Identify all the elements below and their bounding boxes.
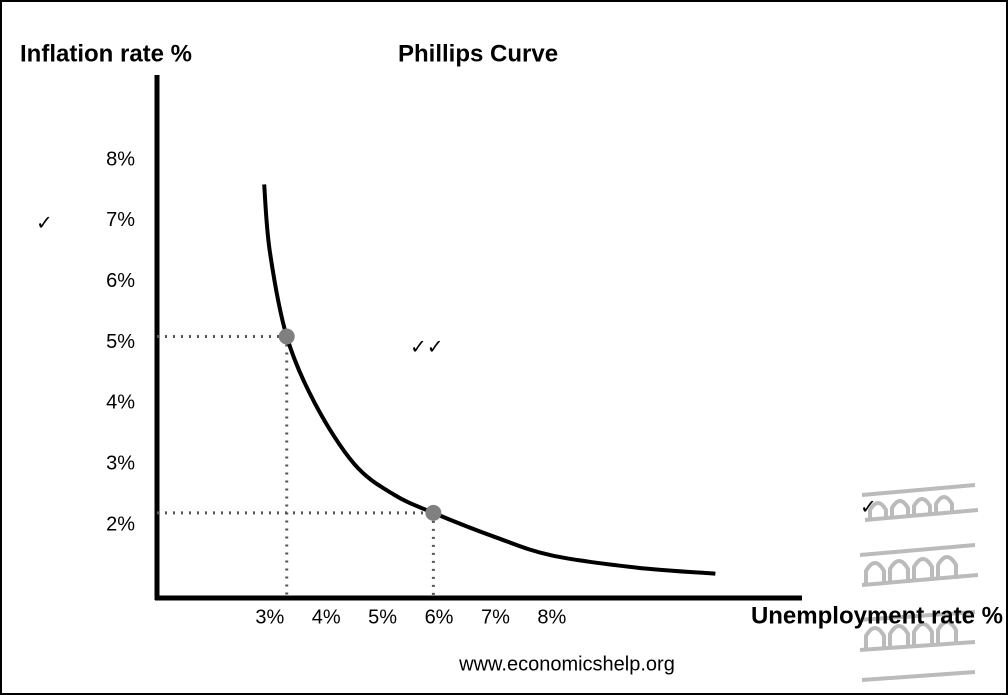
chart-title: Phillips Curve [398,40,558,67]
annotation: ✓ [36,212,53,234]
point [279,329,295,345]
source: www.economicshelp.org [458,653,675,675]
annotation: ✓ [860,496,877,518]
y-axis-label: Inflation rate % [20,40,192,67]
y-tick-label: 4% [106,392,135,414]
x-tick-label: 5% [368,606,397,628]
y-tick-label: 7% [106,209,135,231]
x-tick-label: 8% [537,606,566,628]
y-tick-label: 2% [106,513,135,535]
y-tick-label: 8% [106,148,135,170]
frame [1,1,1007,694]
annotation: ✓✓ [410,336,444,358]
y-tick-label: 6% [106,270,135,292]
x-axis-label: Unemployment rate % [751,602,1003,629]
y-tick-label: 3% [106,452,135,474]
chart: Inflation rate % Phillips Curve Unemploy… [0,0,1008,695]
point [425,505,441,521]
x-tick-label: 6% [425,606,454,628]
x-tick-label: 3% [255,606,284,628]
x-tick-label: 4% [312,606,341,628]
x-tick-label: 7% [481,606,510,628]
y-tick-label: 5% [106,331,135,353]
